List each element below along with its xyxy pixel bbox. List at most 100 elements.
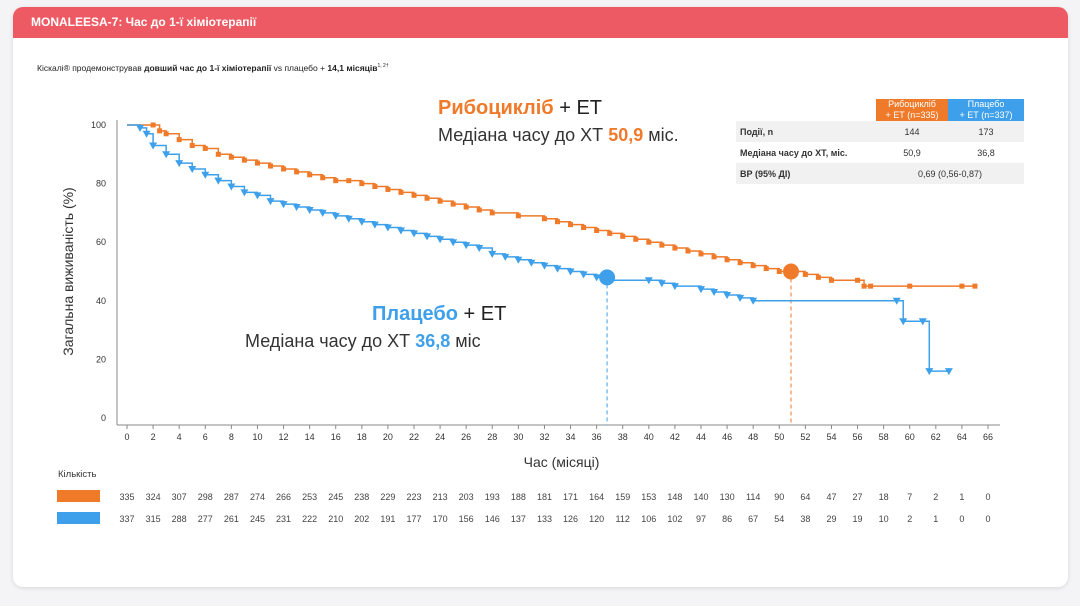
censor-mark-plac (227, 183, 236, 191)
censor-mark-plac (892, 297, 901, 305)
censor-mark-ribo (802, 271, 808, 277)
risk-count-plac: 146 (485, 514, 500, 524)
y-axis-title: Загальна виживаність (%) (60, 187, 76, 355)
x-tick-label: 4 (177, 432, 182, 442)
y-tick-label: 0 (101, 413, 106, 423)
censor-mark-ribo (541, 216, 547, 222)
x-tick-label: 56 (853, 432, 863, 442)
censor-mark-ribo (307, 172, 313, 178)
censor-mark-ribo (359, 181, 365, 187)
risk-count-plac: 29 (826, 514, 836, 524)
header-title: MONALEESA-7: Час до 1-ї хіміотерапії (31, 15, 257, 29)
risk-count-plac: 54 (774, 514, 784, 524)
censor-mark-plac (540, 262, 549, 270)
risk-count-plac: 126 (563, 514, 578, 524)
censor-mark-ribo (620, 233, 626, 239)
censor-mark-ribo (861, 283, 867, 289)
stats-header-ribo-l1: Рибоцикліб (888, 99, 936, 109)
censor-mark-ribo (450, 201, 456, 207)
risk-count-plac: 170 (433, 514, 448, 524)
censor-mark-plac (462, 242, 471, 250)
risk-count-ribo: 1 (959, 492, 964, 502)
censor-mark-ribo (633, 236, 639, 242)
censor-mark-ribo (372, 184, 378, 190)
stats-header-plac: Плацебо + ЕТ (n=337) (948, 99, 1024, 121)
stats-cell: 173 (948, 121, 1024, 142)
x-tick-label: 58 (879, 432, 889, 442)
risk-swatch-plac (57, 512, 100, 524)
risk-count-plac: 133 (537, 514, 552, 524)
censor-mark-plac (201, 171, 210, 179)
stats-row-hr: ВР (95% ДІ) 0,69 (0,56-0,87) (736, 163, 1024, 184)
x-tick-label: 64 (957, 432, 967, 442)
censor-mark-ribo (463, 204, 469, 210)
y-tick-label: 80 (96, 179, 106, 189)
censor-mark-ribo (737, 260, 743, 266)
risk-count-plac: 38 (800, 514, 810, 524)
legend-plac-median-suffix: міс (450, 331, 481, 351)
x-tick-label: 34 (566, 432, 576, 442)
legend-ribo-median-prefix: Медіана часу до ХТ (438, 125, 609, 145)
censor-mark-ribo (555, 219, 560, 225)
x-tick-label: 20 (383, 432, 393, 442)
risk-count-plac: 315 (146, 514, 161, 524)
x-tick-label: 30 (513, 432, 523, 442)
risk-count-ribo: 287 (224, 492, 239, 502)
stats-row-label: Події, n (736, 121, 876, 142)
risk-count-plac: 86 (722, 514, 732, 524)
x-tick-label: 42 (670, 432, 680, 442)
censor-mark-plac (925, 368, 934, 376)
censor-mark-plac (710, 289, 719, 297)
legend-plac-median-prefix: Медіана часу до ХТ (245, 331, 416, 351)
censor-mark-plac (592, 274, 601, 282)
censor-mark-plac (142, 130, 151, 138)
censor-mark-ribo (189, 143, 195, 149)
censor-mark-ribo (828, 277, 834, 283)
x-tick-label: 26 (461, 432, 471, 442)
x-tick-label: 22 (409, 432, 419, 442)
stats-cell: 144 (876, 121, 948, 142)
risk-count-plac: 337 (119, 514, 134, 524)
censor-mark-plac (357, 218, 366, 226)
censor-mark-plac (736, 294, 745, 302)
y-tick-label: 40 (96, 296, 106, 306)
censor-mark-ribo (163, 131, 169, 137)
censor-mark-plac (579, 271, 588, 279)
risk-count-ribo: 153 (641, 492, 656, 502)
x-tick-label: 14 (305, 432, 315, 442)
x-tick-label: 0 (124, 432, 129, 442)
risk-count-ribo: 193 (485, 492, 500, 502)
stats-cell: 50,9 (903, 147, 921, 158)
x-tick-label: 36 (592, 432, 602, 442)
x-tick-label: 12 (279, 432, 289, 442)
legend-ribo-median-value: 50,9 (608, 125, 644, 145)
risk-count-plac: 137 (511, 514, 526, 524)
censor-mark-ribo (868, 283, 874, 289)
censor-mark-ribo (157, 128, 163, 134)
censor-mark-ribo (959, 283, 965, 289)
x-tick-label: 50 (774, 432, 784, 442)
censor-mark-plac (162, 151, 171, 159)
risk-count-ribo: 266 (276, 492, 291, 502)
risk-count-plac: 97 (696, 514, 706, 524)
risk-count-ribo: 164 (589, 492, 604, 502)
x-tick-label: 2 (151, 432, 156, 442)
censor-mark-plac (553, 265, 562, 273)
risk-count-ribo: 47 (826, 492, 836, 502)
risk-count-ribo: 181 (537, 492, 552, 502)
subtitle: Кіскалі® продемонстрував довший час до 1… (37, 63, 389, 73)
risk-count-plac: 2 (907, 514, 912, 524)
censor-mark-ribo (202, 145, 208, 151)
censor-mark-ribo (698, 251, 704, 257)
stats-row-median: Медіана часу до ХТ, міс. 50,9 36,8 (736, 142, 1024, 163)
risk-count-ribo: 114 (746, 492, 760, 502)
stats-header-plac-l1: Плацебо (967, 99, 1005, 109)
risk-count-plac: 0 (985, 514, 990, 524)
risk-count-ribo: 7 (907, 492, 912, 502)
risk-count-ribo: 0 (985, 492, 990, 502)
censor-mark-plac (449, 239, 458, 247)
legend-placebo: Плацебо + ЕТ (372, 303, 506, 326)
censor-mark-plac (527, 259, 536, 267)
risk-count-ribo: 188 (511, 492, 526, 502)
risk-swatch-ribo (57, 490, 100, 502)
